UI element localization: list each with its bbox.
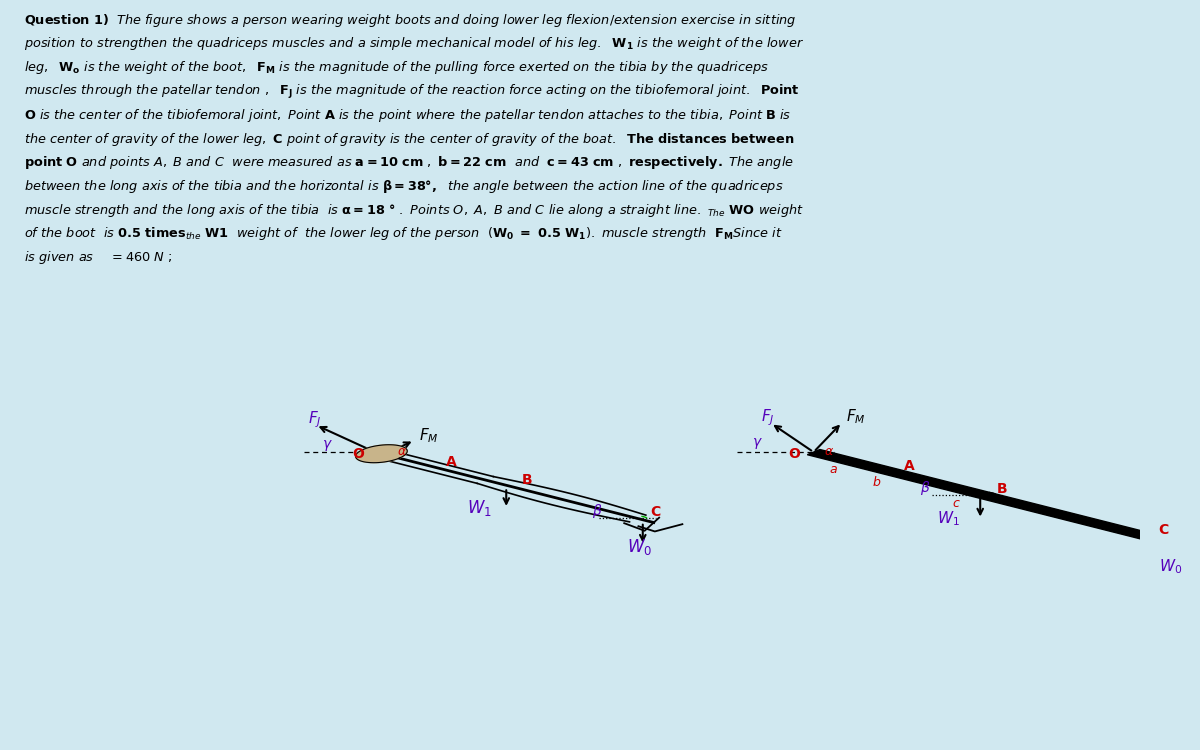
Text: $\mathbf{Question\ 1)}$  $\mathit{The\ figure\ shows\ a\ person\ wearing\ weight: $\mathbf{Question\ 1)}$ $\mathit{The\ fi… xyxy=(24,12,804,266)
Text: c: c xyxy=(952,497,959,511)
Text: $F_J$: $F_J$ xyxy=(761,407,774,428)
Text: A: A xyxy=(446,455,457,469)
Text: C: C xyxy=(1159,524,1169,537)
Text: A: A xyxy=(904,459,914,473)
Text: $\alpha$: $\alpha$ xyxy=(397,445,408,458)
Text: $\gamma$: $\gamma$ xyxy=(752,436,763,451)
Text: $F_M$: $F_M$ xyxy=(420,426,439,445)
Text: $W_1$: $W_1$ xyxy=(468,498,492,518)
Text: $\beta$: $\beta$ xyxy=(920,479,930,497)
Text: $\gamma$: $\gamma$ xyxy=(322,438,332,453)
Text: $F_J$: $F_J$ xyxy=(307,410,322,430)
Text: O: O xyxy=(353,447,365,461)
Text: $W_0$: $W_0$ xyxy=(628,537,653,557)
Text: B: B xyxy=(997,482,1007,496)
Text: $F_M$: $F_M$ xyxy=(846,407,866,426)
Polygon shape xyxy=(355,445,407,463)
Polygon shape xyxy=(808,449,1171,544)
Text: O: O xyxy=(788,447,800,461)
Text: $W_0$: $W_0$ xyxy=(1159,557,1182,576)
Text: B: B xyxy=(522,473,533,488)
Text: a: a xyxy=(829,464,838,476)
Text: $W_1$: $W_1$ xyxy=(937,509,960,528)
Text: C: C xyxy=(650,505,660,519)
Text: $\alpha$: $\alpha$ xyxy=(823,446,834,458)
Text: b: b xyxy=(872,476,881,489)
Text: $\beta$: $\beta$ xyxy=(592,503,602,520)
